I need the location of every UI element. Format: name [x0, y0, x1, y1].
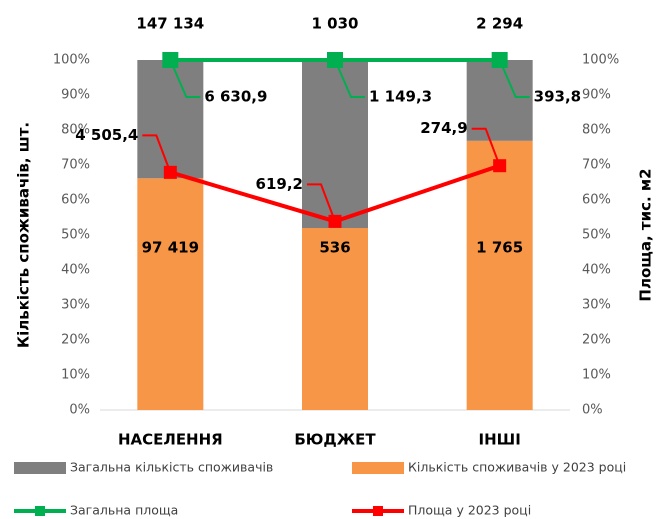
bar-segment	[137, 178, 204, 410]
y-axis-title: Кількість споживачів, шт.	[15, 122, 33, 348]
y-tick-label: 50%	[61, 228, 90, 243]
label-leader	[169, 59, 201, 98]
y2-tick-label: 40%	[582, 263, 611, 278]
y2-tick-label: 80%	[582, 123, 611, 138]
y-tick-label: 30%	[61, 298, 90, 313]
bar-data-label: 2 294	[476, 15, 523, 33]
bar-segment	[302, 60, 368, 228]
bar-segment	[137, 60, 204, 179]
y2-tick-label: 30%	[582, 298, 611, 313]
bar-data-label: 1 030	[312, 15, 359, 33]
line-data-label: 619,2	[256, 175, 303, 193]
legend-swatch	[352, 462, 404, 474]
label-leader	[471, 127, 501, 167]
legend-label: Кількість споживачів у 2023 році	[408, 460, 626, 475]
line-data-label: 1 149,3	[369, 88, 432, 106]
y2-axis-title: Площа, тис. м2	[637, 168, 655, 301]
y-tick-label: 20%	[61, 333, 90, 348]
y2-tick-label: 70%	[582, 158, 611, 173]
y-tick-label: 10%	[61, 368, 90, 383]
label-leader	[498, 59, 530, 98]
legend-label: Загальна площа	[70, 503, 178, 518]
bar-segment	[302, 228, 368, 410]
x-tick-label: БЮДЖЕТ	[294, 431, 376, 449]
y2-tick-label: 10%	[582, 368, 611, 383]
label-leader	[142, 134, 172, 173]
legend-marker	[35, 506, 45, 516]
legend-label: Загальна кількість споживачів	[70, 460, 273, 475]
bar-data-label: 97 419	[142, 239, 199, 257]
bar-data-label: 536	[319, 239, 350, 257]
y-tick-label: 60%	[61, 193, 90, 208]
line-data-label: 6 630,9	[204, 88, 267, 106]
y2-tick-label: 100%	[582, 53, 619, 68]
label-leader	[307, 183, 336, 222]
bar-segment	[466, 140, 533, 410]
y2-tick-label: 20%	[582, 333, 611, 348]
y-tick-label: 70%	[61, 158, 90, 173]
y2-tick-label: 0%	[582, 403, 603, 418]
bar-segment	[466, 60, 533, 141]
bar-data-label: 1 765	[476, 239, 523, 257]
label-leader	[334, 59, 365, 98]
legend-marker	[373, 506, 383, 516]
legend-swatch	[14, 462, 66, 474]
x-tick-label: НАСЕЛЕННЯ	[118, 431, 223, 449]
bar-data-label: 147 134	[136, 15, 204, 33]
y-tick-label: 0%	[69, 403, 90, 418]
y-tick-label: 90%	[61, 88, 90, 103]
x-tick-label: ІНШІ	[479, 431, 521, 449]
y-tick-label: 40%	[61, 263, 90, 278]
legend-label: Площа у 2023 році	[408, 503, 531, 518]
line-data-label: 393,8	[534, 88, 581, 106]
y2-tick-label: 90%	[582, 88, 611, 103]
y2-tick-label: 60%	[582, 193, 611, 208]
y-tick-label: 100%	[53, 53, 90, 68]
line-data-label: 4 505,4	[75, 126, 138, 144]
y2-tick-label: 50%	[582, 228, 611, 243]
line-data-label: 274,9	[420, 119, 467, 137]
y-tick-label: 80%	[61, 123, 90, 138]
